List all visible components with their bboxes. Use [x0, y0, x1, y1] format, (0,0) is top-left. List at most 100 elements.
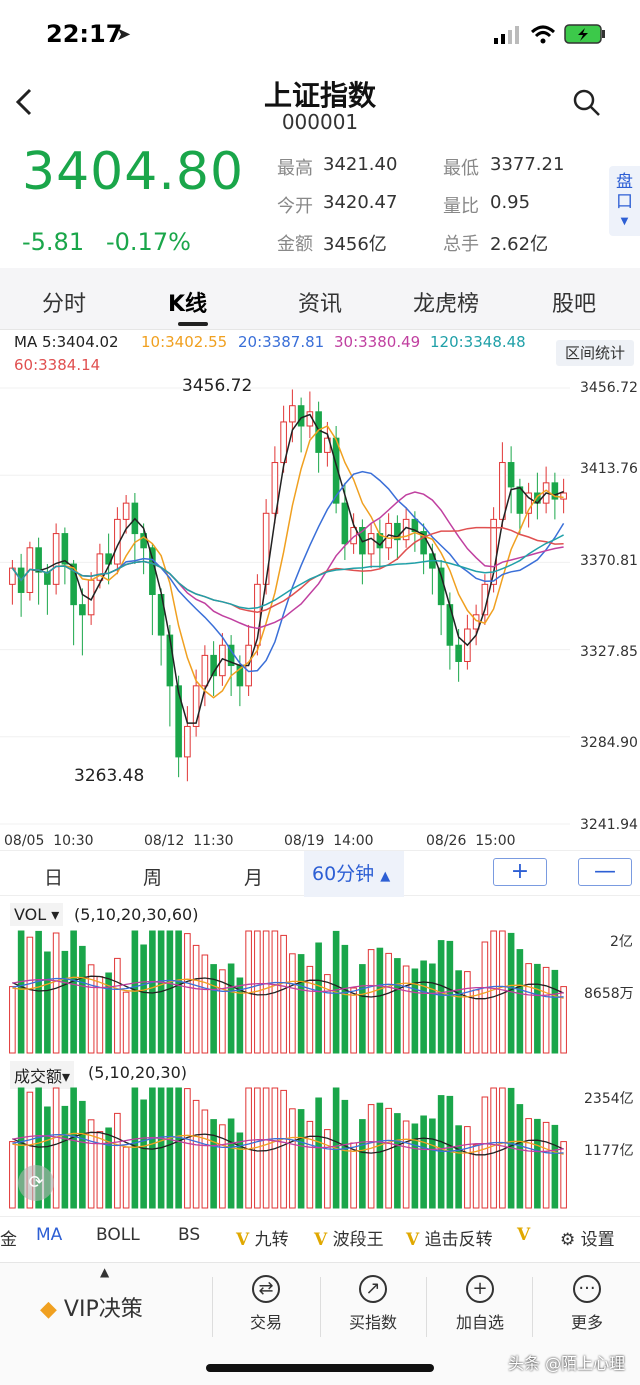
volume-bar [44, 951, 51, 1054]
indicator-zhuiji[interactable]: V 追击反转 [406, 1225, 493, 1250]
volume-bar [192, 944, 200, 1054]
period-week[interactable]: 周 [143, 867, 163, 889]
pankou-button[interactable]: 盘口 ▼ [609, 166, 640, 236]
amount-bar [114, 1112, 121, 1209]
amount-bar [61, 1105, 69, 1209]
candle [289, 405, 296, 423]
amount-bar [464, 1126, 471, 1209]
volume-bar [9, 986, 16, 1054]
price-change-pct: -0.17% [106, 228, 191, 256]
volume-bar [306, 965, 314, 1054]
volume-bar [114, 957, 121, 1054]
trade-button[interactable]: ⇄ 交易 [216, 1275, 316, 1333]
search-icon[interactable] [572, 88, 602, 118]
amount-params: (5,10,20,30) [88, 1063, 187, 1082]
caret-down-icon: ▼ [620, 216, 629, 227]
settings-label: 设置 [580, 1230, 615, 1250]
indicator-bar: 金 MA BOLL BS V 九转 V 波段王 V 追击反转 V ⚙ 设置 [0, 1216, 640, 1256]
volume-bar [341, 944, 349, 1054]
back-icon[interactable] [12, 88, 36, 116]
jiuzhuan-label: 九转 [254, 1230, 289, 1250]
signal-icon [494, 26, 519, 44]
trend-icon: ↗ [359, 1275, 387, 1303]
more-button[interactable]: ··· 更多 [537, 1275, 637, 1333]
more-label: 更多 [570, 1313, 603, 1332]
amount-selector[interactable]: 成交额▾ [10, 1061, 75, 1089]
amount-bar [490, 1087, 497, 1209]
vol-selector[interactable]: VOL ▾ [10, 903, 64, 926]
amount-bar [35, 1087, 42, 1209]
indicator-jiuzhuan[interactable]: V 九转 [236, 1225, 289, 1250]
indicator-more-v[interactable]: V [517, 1225, 530, 1245]
amount-bar [411, 1123, 419, 1209]
candle [394, 522, 401, 541]
amount-bar [236, 1132, 244, 1209]
indicator-ma[interactable]: MA [36, 1225, 63, 1245]
amount-bar [481, 1096, 489, 1209]
amount-bar [79, 1100, 86, 1209]
amount-bar [472, 1144, 480, 1209]
ratio-label: 量比 [443, 196, 479, 217]
tab-longhubang[interactable]: 龙虎榜 [413, 292, 480, 317]
candle [35, 547, 42, 573]
volume-bar [262, 930, 270, 1054]
candle [262, 512, 270, 585]
volume-bar [455, 970, 462, 1054]
candle [455, 644, 462, 662]
volume-bar [542, 966, 550, 1054]
candle [507, 462, 515, 488]
amount-bar [525, 1118, 532, 1209]
more-dots-icon: ··· [573, 1275, 601, 1303]
amount-bar [96, 1131, 104, 1209]
indicator-bs[interactable]: BS [178, 1225, 201, 1245]
indicator-boduan[interactable]: V 波段王 [314, 1225, 384, 1250]
collapse-caret-icon[interactable]: ▲ [100, 1265, 110, 1279]
indicator-partial[interactable]: 金 [0, 1230, 17, 1250]
candle [219, 644, 226, 677]
volume-bar [105, 972, 112, 1054]
indicator-boll[interactable]: BOLL [96, 1225, 140, 1245]
amount-bar [52, 1087, 60, 1209]
amount-bar [324, 1129, 331, 1209]
period-month[interactable]: 月 [244, 867, 264, 889]
amount-bar [385, 1107, 392, 1209]
amount-bar [201, 1109, 209, 1209]
amount-bar-ma-line [12, 1133, 564, 1155]
settings-button[interactable]: ⚙ 设置 [560, 1225, 615, 1250]
candle [184, 725, 191, 758]
high-label: 最高 [277, 158, 313, 179]
x-tick: 08/05 10:30 [4, 833, 94, 849]
tab-news[interactable]: 资讯 [298, 292, 343, 317]
amount-bar [227, 1118, 235, 1209]
current-price: 3404.80 [22, 142, 245, 202]
candle [140, 533, 147, 549]
zoom-out-button[interactable]: — [578, 858, 632, 886]
volume-bar [376, 947, 384, 1054]
zoom-in-button[interactable]: + [493, 858, 547, 886]
kline-chart[interactable] [0, 374, 640, 850]
ma30-label: 30:3380.49 [334, 333, 421, 351]
period-60min[interactable]: 60分钟 ▲ [304, 851, 404, 897]
open-label: 今开 [277, 196, 313, 217]
buy-index-button[interactable]: ↗ 买指数 [323, 1275, 423, 1333]
tab-fenshi[interactable]: 分时 [42, 292, 87, 317]
amount-bar [516, 1104, 524, 1209]
tab-guba[interactable]: 股吧 [552, 292, 597, 317]
ma10-label: 10:3402.55 [141, 333, 228, 351]
ma5-line [11, 413, 564, 724]
buy-index-label: 买指数 [348, 1313, 397, 1332]
caret-up-icon: ▲ [380, 869, 391, 884]
tab-kline[interactable]: K线 [168, 292, 208, 317]
x-tick: 08/19 14:00 [284, 833, 374, 849]
vip-decision-button[interactable]: ◆ VIP决策 [40, 1291, 143, 1323]
range-stats-button[interactable]: 区间统计 [556, 340, 634, 366]
refresh-float-icon[interactable]: ⟳ [18, 1165, 54, 1201]
location-arrow-icon: ➤ [116, 24, 132, 45]
period-day[interactable]: 日 [44, 867, 64, 889]
candle [254, 583, 261, 646]
amount-bar [262, 1087, 270, 1209]
ratio-value: 0.95 [490, 192, 531, 213]
volume-bar [446, 940, 454, 1054]
add-favorite-button[interactable]: + 加自选 [430, 1275, 530, 1333]
amount-bar [17, 1087, 25, 1209]
